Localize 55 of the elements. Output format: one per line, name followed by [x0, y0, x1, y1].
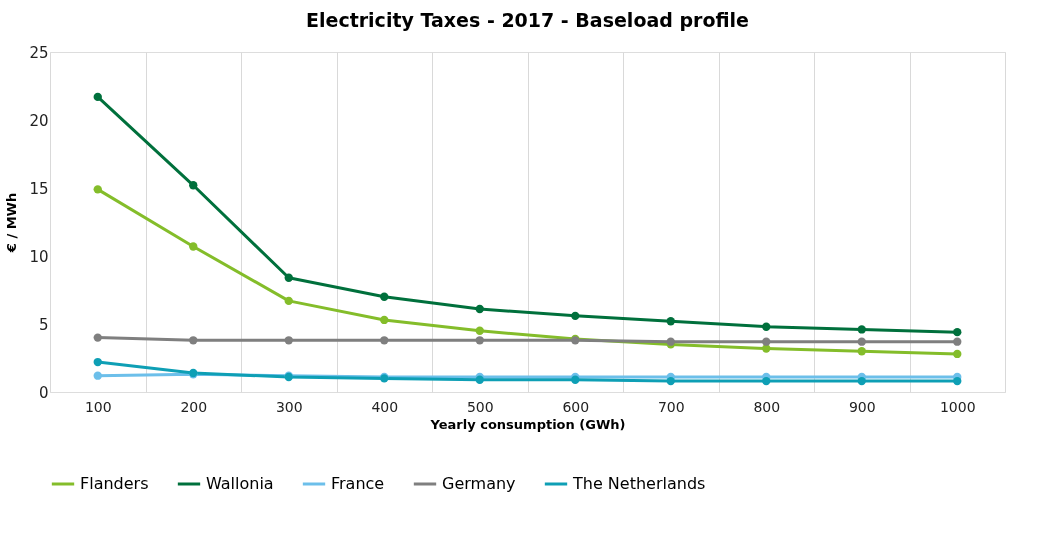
point — [857, 347, 866, 356]
legend-label: Wallonia — [206, 474, 274, 493]
point — [857, 337, 866, 346]
point — [189, 181, 198, 190]
point — [475, 304, 484, 314]
legend-label: The Netherlands — [572, 474, 706, 493]
point — [953, 349, 962, 359]
point — [953, 376, 962, 386]
point — [953, 327, 962, 337]
y-tick-label: 25 — [29, 43, 49, 62]
point — [762, 337, 771, 346]
point — [475, 326, 484, 335]
point — [284, 336, 293, 345]
y-tick-label: 15 — [29, 179, 49, 198]
x-tick-label: 1000 — [939, 398, 976, 415]
point — [93, 333, 102, 342]
y-tick-label: 10 — [29, 247, 49, 266]
point — [857, 325, 866, 334]
legend-label: Germany — [442, 474, 516, 493]
point — [93, 185, 102, 194]
legend-label: Flanders — [80, 474, 149, 493]
point — [93, 371, 102, 380]
point — [380, 292, 389, 301]
chart-title: Electricity Taxes - 2017 - Baseload profile — [306, 9, 749, 31]
y-tick-label: 5 — [38, 315, 49, 334]
point — [189, 242, 198, 251]
point — [380, 336, 389, 345]
point — [284, 296, 293, 306]
point — [571, 311, 580, 321]
point — [857, 376, 866, 386]
x-tick-label: 600 — [562, 398, 590, 415]
x-tick-label: 900 — [848, 398, 876, 415]
x-tick-label: 300 — [275, 398, 303, 415]
point — [666, 317, 675, 326]
point — [475, 336, 484, 345]
point — [93, 92, 102, 102]
y-tick-label: 0 — [38, 383, 49, 402]
legend-label: France — [331, 474, 385, 493]
point — [380, 315, 389, 325]
y-axis-title: € / MWh — [4, 192, 20, 254]
x-tick-label: 100 — [84, 398, 112, 415]
x-tick-label: 500 — [466, 398, 494, 415]
point — [284, 273, 293, 282]
point — [762, 376, 771, 386]
x-tick-label: 200 — [180, 398, 208, 415]
point — [666, 376, 675, 386]
x-axis-title: Yearly consumption (GWh) — [429, 416, 626, 432]
point — [93, 357, 102, 367]
x-tick-label: 400 — [371, 398, 399, 415]
x-tick-label: 800 — [753, 398, 781, 415]
point — [953, 337, 962, 346]
y-tick-label: 20 — [29, 111, 49, 130]
point — [762, 322, 771, 331]
point — [189, 336, 198, 345]
x-tick-label: 700 — [657, 398, 685, 415]
